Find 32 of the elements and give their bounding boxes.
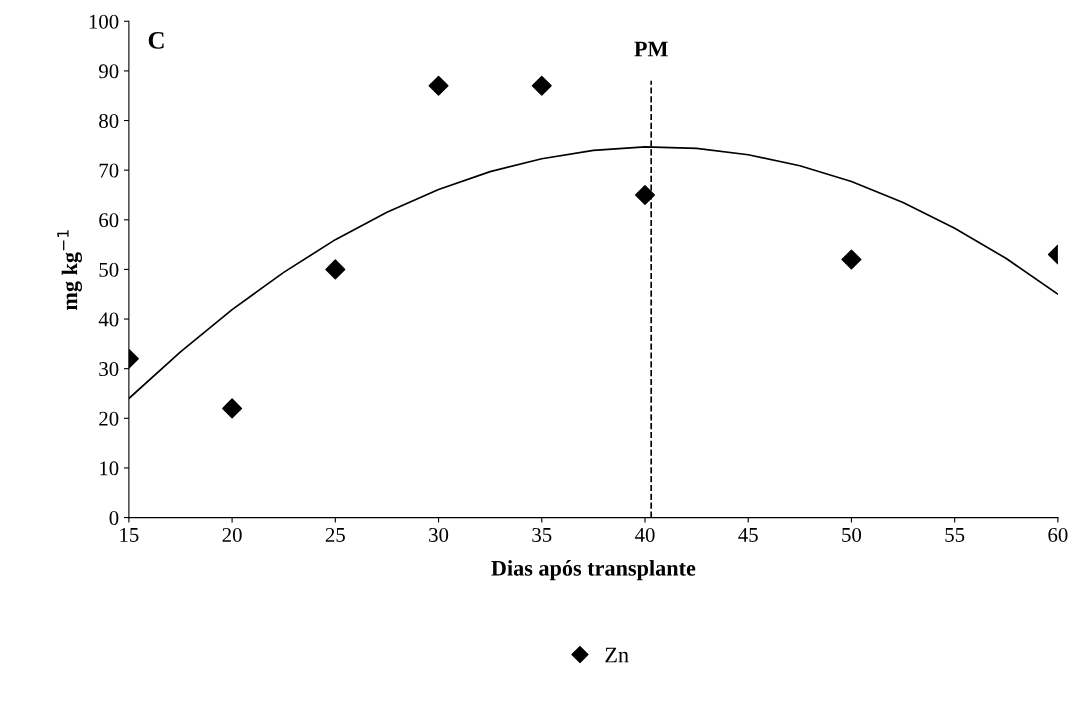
- x-tick-label: 15: [120, 528, 139, 542]
- y-tick-label: 10: [100, 461, 119, 476]
- x-tick-label: 25: [325, 527, 345, 542]
- x-tick-label: 60: [1048, 527, 1068, 542]
- point: [531, 75, 552, 96]
- y-tick-label: 60: [99, 213, 119, 228]
- ref-line-label: PM: [634, 41, 668, 57]
- point: [222, 398, 243, 419]
- x-tick-label: 45: [738, 528, 758, 542]
- legend-label: Zn: [605, 647, 629, 663]
- y-tick-label: 70: [99, 163, 119, 178]
- x-axis-title: Dias após transplante: [491, 560, 696, 581]
- x-tick-label: 35: [532, 527, 552, 542]
- y-tick-label: 80: [99, 113, 119, 128]
- y-tick-label: 40: [98, 312, 119, 327]
- x-tick-label: 30: [429, 527, 449, 542]
- y-tick-label: 30: [99, 362, 119, 377]
- annotation: C: [148, 31, 164, 49]
- x-tick-label: 55: [945, 528, 965, 542]
- y-tick-label: 90: [99, 64, 119, 79]
- y-tick-label: 100: [89, 14, 119, 29]
- point: [634, 184, 656, 205]
- point: [325, 259, 346, 280]
- point: [428, 75, 449, 96]
- y-axis-title: mg kg$^{−1}$: [57, 230, 82, 311]
- point: [841, 249, 862, 270]
- y-tick-label: 0: [109, 510, 119, 525]
- x-tick-label: 20: [222, 527, 242, 542]
- x-tick-label: 50: [842, 527, 862, 542]
- x-tick-label: 40: [634, 527, 655, 542]
- y-tick-label: 20: [99, 411, 119, 426]
- y-tick-label: 50: [99, 262, 119, 277]
